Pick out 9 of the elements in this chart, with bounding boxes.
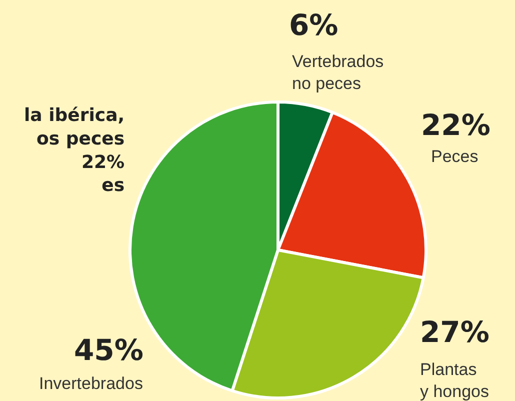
slice-label: Invertebrados: [39, 374, 143, 393]
slice-label: Vertebrados no peces: [292, 52, 384, 94]
slice-label: Plantas y hongos: [420, 360, 489, 401]
slice-label: Peces: [431, 147, 478, 166]
data-label: 6%: [289, 8, 338, 42]
text: la ibérica, os peces 22% es: [24, 105, 125, 196]
data-label: 27%: [420, 315, 490, 349]
data-label: 45%: [74, 333, 144, 367]
data-label: 22%: [421, 108, 490, 142]
